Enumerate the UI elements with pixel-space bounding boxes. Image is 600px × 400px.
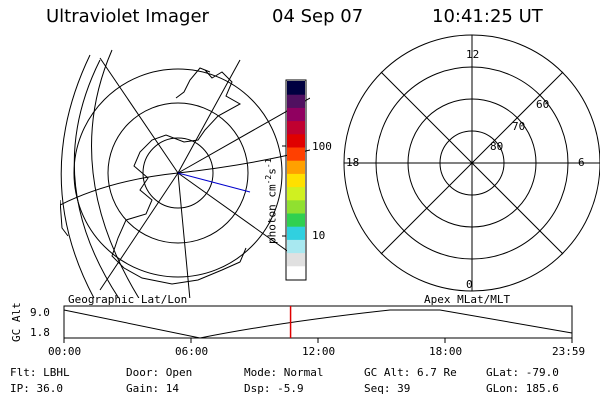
mlat-label-80: 80 <box>490 140 504 153</box>
lon-line-4 <box>177 172 301 261</box>
colorbar-swatch <box>287 199 305 214</box>
mlt-label-0: 0 <box>466 278 473 291</box>
mlt-label-12: 12 <box>466 48 480 61</box>
apex-polar-plot <box>343 34 600 292</box>
status-gc-alt: GC Alt: 6.7 Re <box>364 366 457 379</box>
date-label: 04 Sep 07 <box>272 6 364 27</box>
orbit-xtick-label-1: 06:00 <box>175 345 209 358</box>
lon-line-5 <box>177 172 191 298</box>
mlat-label-70: 70 <box>512 120 526 133</box>
lat-arc-3 <box>60 54 95 298</box>
mlt-label-18: 18 <box>346 156 360 169</box>
colorbar-swatch <box>287 81 305 95</box>
status-filter: Flt: LBHL <box>10 366 70 379</box>
colorbar-swatch <box>287 107 305 122</box>
lat-arc-2 <box>91 49 140 298</box>
mlt-line-diag-2 <box>380 71 564 255</box>
lat-circle-outer <box>73 68 283 278</box>
status-gain: Gain: 14 <box>126 382 179 395</box>
instrument-title: Ultraviolet Imager <box>46 6 209 27</box>
colorbar-swatch <box>287 252 305 267</box>
lat-circle-inner <box>142 137 214 209</box>
colorbar-swatch <box>287 213 305 227</box>
time-label: 10:41:25 UT <box>432 6 543 27</box>
colorbar-unit-label: photon cm-2s-1 <box>264 158 279 244</box>
orbit-xtick-label-2: 12:00 <box>302 345 336 358</box>
colorbar-swatch <box>287 147 305 161</box>
geographic-map <box>60 49 310 298</box>
orbit-plot-frame <box>63 305 573 339</box>
lat-arc-1 <box>73 59 120 298</box>
colorbar-swatch <box>287 239 305 254</box>
colorbar-swatch <box>287 226 305 240</box>
orbit-xtick-label-0: 00:00 <box>48 345 82 358</box>
lon-line-2 <box>177 59 241 174</box>
colorbar-swatch <box>287 133 305 148</box>
status-ip: IP: 36.0 <box>10 382 63 395</box>
colorbar-swatch <box>287 173 305 188</box>
colorbar-swatch <box>287 265 305 280</box>
colorbar-gradient <box>287 81 305 280</box>
status-door: Door: Open <box>126 366 193 379</box>
status-mode: Mode: Normal <box>244 366 324 379</box>
right-panel-label: Apex MLat/MLT <box>424 293 511 306</box>
colorbar-label-100: 100 <box>312 140 332 153</box>
orbit-altitude-curve <box>63 309 573 339</box>
orbit-ylabel: GC Alt <box>10 302 23 342</box>
colorbar-swatch <box>287 94 305 108</box>
status-dsp: Dsp: -5.9 <box>244 382 304 395</box>
orbit-xtick-label-4: 23:59 <box>552 345 586 358</box>
lon-line-6 <box>99 172 179 291</box>
status-seq: Seq: 39 <box>364 382 411 395</box>
orbit-xtick-label-3: 18:00 <box>429 345 463 358</box>
lat-circle-mid <box>107 102 249 244</box>
colorbar-swatch <box>287 160 305 174</box>
status-glat: GLat: -79.0 <box>486 366 559 379</box>
status-glon: GLon: 185.6 <box>486 382 559 395</box>
colorbar-frame <box>285 79 307 281</box>
left-panel-label: Geographic Lat/Lon <box>68 293 188 306</box>
colorbar-swatch <box>287 186 305 201</box>
orbit-ytick-bottom: 1.8 <box>30 326 50 339</box>
mlt-label-6: 6 <box>578 156 585 169</box>
mlat-label-60: 60 <box>536 98 550 111</box>
colorbar-label-10: 10 <box>312 229 326 242</box>
lon-line-1 <box>99 57 179 174</box>
colorbar-swatch <box>287 120 305 135</box>
orbit-ytick-top: 9.0 <box>30 306 50 319</box>
coastline <box>111 67 247 285</box>
noon-meridian <box>177 172 251 193</box>
coastline-west <box>60 199 69 237</box>
